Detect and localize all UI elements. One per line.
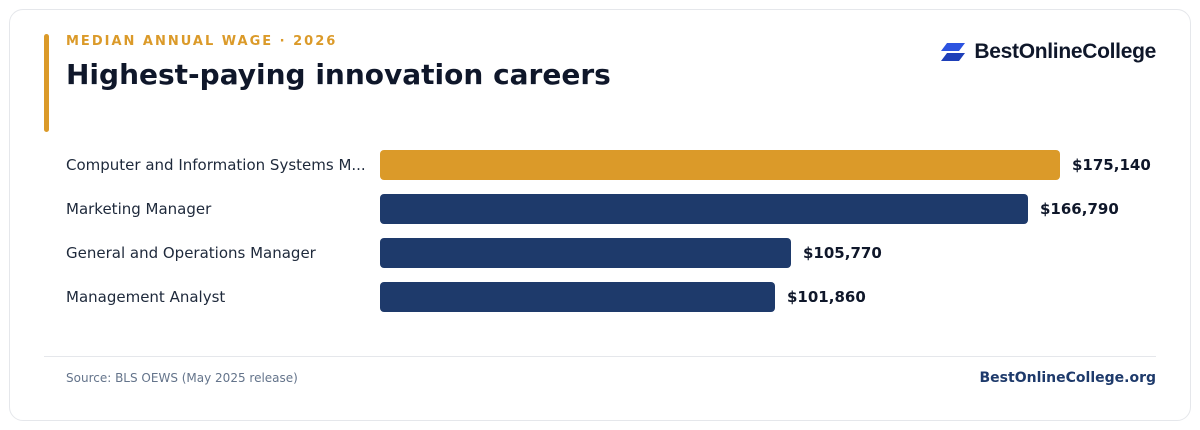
category-label: General and Operations Manager <box>66 244 316 262</box>
bar <box>380 194 1028 224</box>
parallelogram-logo-icon <box>941 43 966 61</box>
footer-divider <box>44 356 1156 357</box>
site-link[interactable]: BestOnlineCollege.org <box>979 370 1156 386</box>
bar <box>380 282 775 312</box>
bar <box>380 150 1060 180</box>
source-note: Source: BLS OEWS (May 2025 release) <box>66 371 298 385</box>
title-accent-bar <box>44 34 49 132</box>
bar <box>380 238 791 268</box>
brand-name: BestOnlineCollege <box>974 40 1156 63</box>
chart-eyebrow: MEDIAN ANNUAL WAGE · 2026 <box>66 34 338 49</box>
chart-title: Highest-paying innovation careers <box>66 58 611 91</box>
value-label: $105,770 <box>803 244 882 262</box>
category-label: Marketing Manager <box>66 200 212 218</box>
value-label: $166,790 <box>1040 200 1119 218</box>
category-label: Management Analyst <box>66 288 226 306</box>
category-label: Computer and Information Systems M... <box>66 156 366 174</box>
value-label: $175,140 <box>1072 156 1151 174</box>
brand-logo: BestOnlineCollege <box>940 40 1156 64</box>
value-label: $101,860 <box>787 288 866 306</box>
